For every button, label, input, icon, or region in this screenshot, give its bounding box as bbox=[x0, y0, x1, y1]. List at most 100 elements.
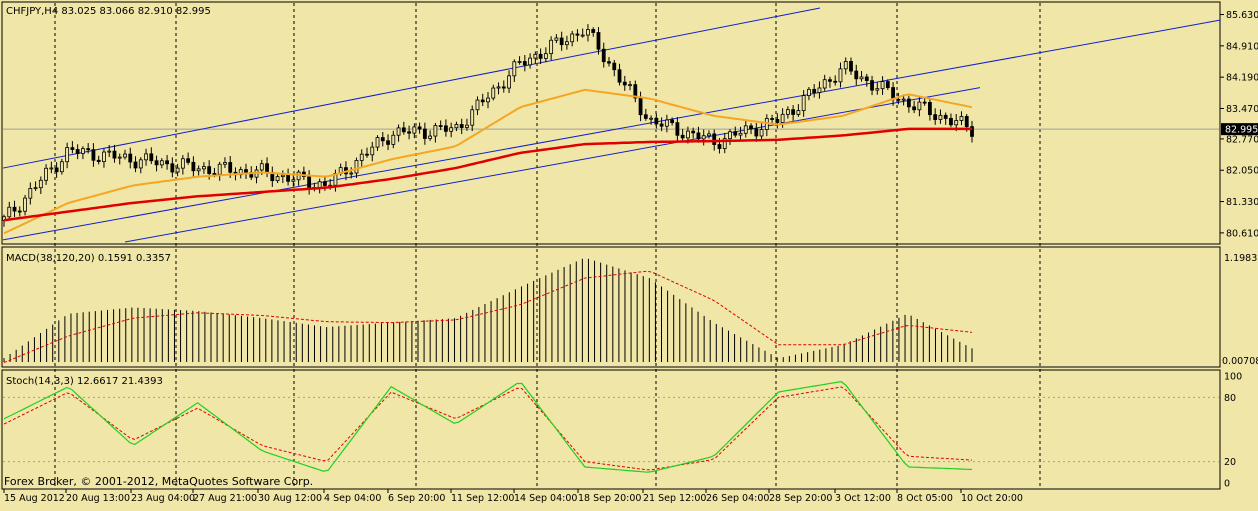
candle-body bbox=[380, 137, 385, 142]
time-tick-label: 18 Sep 20:00 bbox=[578, 493, 641, 504]
stoch-signal-line bbox=[3, 386, 973, 471]
candle-body bbox=[170, 163, 175, 173]
candle-body bbox=[117, 156, 122, 159]
candle-body bbox=[864, 76, 869, 82]
candle-body bbox=[807, 88, 811, 96]
candle-body bbox=[591, 29, 596, 33]
candle-body bbox=[828, 79, 832, 82]
candle-body bbox=[928, 101, 932, 116]
candle-body bbox=[323, 181, 327, 186]
candle-body bbox=[491, 87, 496, 99]
candle-body bbox=[512, 61, 517, 77]
stoch-main-line bbox=[3, 380, 973, 473]
macd-tick-label: 1.1983 bbox=[1224, 253, 1257, 264]
candle-body bbox=[870, 80, 874, 91]
current-price-label: 82.995 bbox=[1225, 125, 1258, 136]
candle-body bbox=[459, 124, 464, 128]
candle-body bbox=[133, 161, 138, 169]
candle-body bbox=[775, 119, 780, 123]
candle-body bbox=[759, 129, 764, 137]
candle-body bbox=[659, 123, 664, 127]
candle-body bbox=[812, 88, 817, 93]
candle-body bbox=[601, 48, 606, 63]
candle-body bbox=[154, 160, 159, 166]
price-tick-label: 84.910 bbox=[1226, 41, 1258, 52]
time-tick-label: 30 Aug 12:00 bbox=[258, 493, 322, 504]
candle-body bbox=[496, 86, 501, 89]
candle-body bbox=[738, 132, 743, 136]
candle-body bbox=[186, 158, 191, 163]
candle-body bbox=[49, 167, 54, 170]
price-tick-label: 83.470 bbox=[1226, 104, 1258, 115]
candle-body bbox=[638, 97, 643, 116]
candle-body bbox=[454, 124, 459, 129]
candle-body bbox=[854, 70, 859, 80]
current-price-badge bbox=[1221, 123, 1258, 136]
candle-body bbox=[259, 163, 264, 171]
candle-body bbox=[23, 197, 27, 212]
candle-body bbox=[65, 147, 70, 163]
price-tick-label: 82.770 bbox=[1226, 134, 1258, 145]
candle-body bbox=[733, 131, 738, 136]
candle-body bbox=[917, 101, 922, 111]
candle-body bbox=[785, 109, 790, 115]
candle-body bbox=[75, 149, 80, 154]
candle-body bbox=[12, 206, 17, 212]
price-tick-label: 82.050 bbox=[1226, 166, 1258, 177]
candle-body bbox=[843, 61, 848, 70]
time-tick-label: 23 Aug 04:00 bbox=[131, 493, 195, 504]
candle-body bbox=[354, 160, 359, 174]
candle-body bbox=[102, 151, 106, 162]
stoch-tick-label: 80 bbox=[1224, 393, 1236, 404]
candle-body bbox=[849, 61, 853, 72]
candle-body bbox=[407, 131, 411, 134]
candle-body bbox=[433, 125, 438, 137]
macd-signal-line bbox=[3, 270, 973, 364]
candle-body bbox=[875, 88, 880, 91]
candle-body bbox=[480, 99, 485, 103]
candle-body bbox=[54, 167, 59, 173]
candle-body bbox=[449, 127, 454, 132]
stochastic-indicator bbox=[3, 380, 973, 473]
candle-body bbox=[559, 37, 564, 46]
time-tick-label: 11 Sep 12:00 bbox=[451, 493, 514, 504]
candle-body bbox=[59, 161, 64, 173]
candle-body bbox=[28, 188, 33, 199]
candle-body bbox=[349, 172, 354, 175]
candle-body bbox=[86, 148, 91, 151]
candle-body bbox=[612, 62, 617, 71]
candle-body bbox=[901, 98, 906, 101]
candle-body bbox=[801, 95, 806, 111]
candle-body bbox=[507, 75, 511, 89]
time-tick-label: 3 Oct 12:00 bbox=[835, 493, 891, 504]
candle-body bbox=[643, 114, 648, 119]
copyright-label: Forex Broker, © 2001-2012, MetaQuotes So… bbox=[4, 475, 313, 488]
candle-body bbox=[422, 128, 427, 139]
candle-body bbox=[554, 37, 559, 41]
candle-body bbox=[223, 162, 227, 165]
candle-body bbox=[128, 153, 133, 163]
candle-body bbox=[528, 57, 532, 66]
candle-body bbox=[123, 153, 127, 158]
candle-body bbox=[70, 147, 75, 150]
candle-body bbox=[954, 120, 959, 126]
candle-body bbox=[549, 39, 554, 55]
channel-middle-line bbox=[2, 19, 1221, 241]
candle-body bbox=[538, 53, 543, 59]
candle-body bbox=[7, 206, 12, 218]
candle-body bbox=[533, 53, 538, 59]
candle-body bbox=[686, 130, 690, 139]
candle-body bbox=[38, 179, 43, 189]
candle-body bbox=[391, 134, 396, 145]
candle-body bbox=[217, 163, 222, 175]
trend-channel[interactable] bbox=[2, 7, 1221, 243]
candle-body bbox=[649, 117, 653, 120]
price-tick-label: 80.610 bbox=[1226, 228, 1258, 239]
candle-body bbox=[701, 135, 706, 140]
candle-body bbox=[654, 117, 659, 125]
candle-body bbox=[675, 122, 680, 136]
stoch-tick-label: 100 bbox=[1224, 372, 1242, 383]
candle-body bbox=[817, 87, 822, 93]
